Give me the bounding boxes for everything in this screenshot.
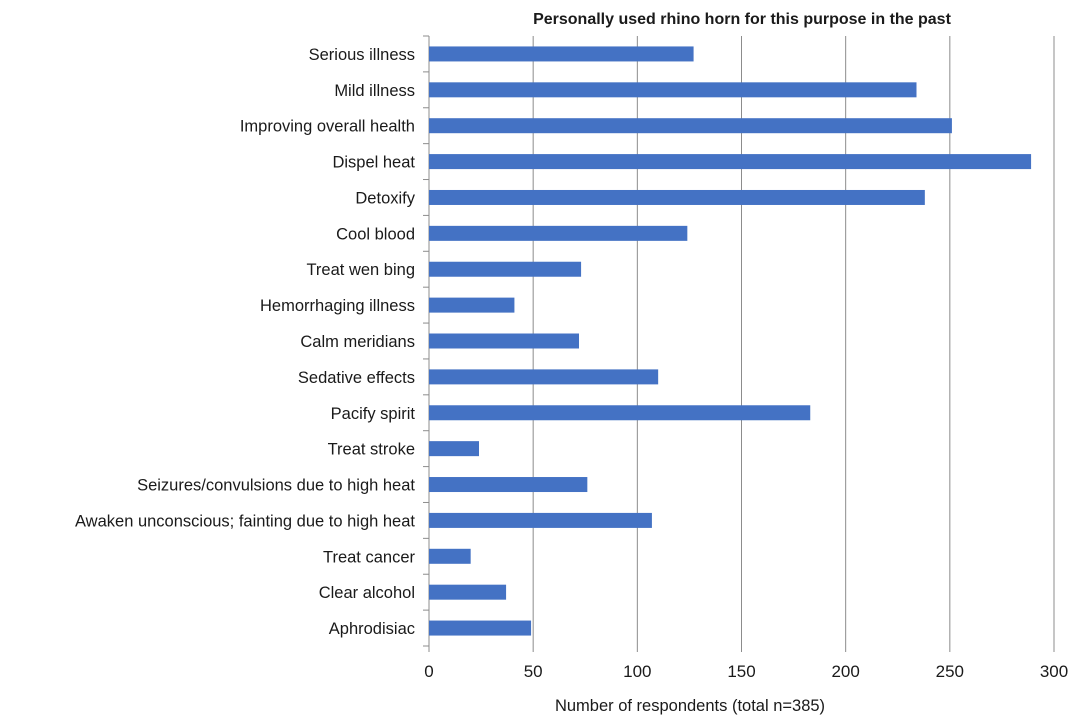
bar-13 [429, 512, 652, 528]
bar-15 [429, 584, 507, 600]
category-label-16: Aphrodisiac [329, 620, 415, 638]
x-tick-label-150: 150 [727, 662, 755, 681]
x-tick-label-200: 200 [831, 662, 859, 681]
category-label-9: Sedative effects [298, 369, 415, 387]
x-tick-label-250: 250 [936, 662, 964, 681]
category-label-0: Serious illness [309, 46, 415, 64]
bar-9 [429, 369, 659, 385]
category-label-7: Hemorrhaging illness [260, 297, 415, 315]
category-label-3: Dispel heat [332, 154, 415, 172]
category-label-11: Treat stroke [328, 441, 415, 459]
category-label-6: Treat wen bing [306, 261, 415, 279]
x-tick-labels: 0 50 100 150 200 250 300 [424, 662, 1068, 681]
category-label-5: Cool blood [336, 225, 415, 243]
bar-1 [429, 82, 917, 98]
x-axis-title: Number of respondents (total n=385) [555, 697, 825, 715]
category-label-14: Treat cancer [323, 548, 416, 566]
bar-3 [429, 154, 1032, 170]
category-label-2: Improving overall health [240, 118, 415, 136]
bar-6 [429, 261, 582, 277]
x-tick-label-300: 300 [1040, 662, 1068, 681]
bar-14 [429, 548, 471, 564]
category-label-4: Detoxify [355, 189, 415, 207]
bar-12 [429, 477, 588, 493]
bar-4 [429, 189, 925, 205]
bar-2 [429, 118, 952, 134]
bars [429, 46, 1032, 636]
category-labels: Serious illness Mild illness Improving ove… [75, 46, 416, 638]
category-label-10: Pacify spirit [331, 405, 416, 423]
chart-title: Personally used rhino horn for this purp… [533, 11, 952, 28]
category-label-13: Awaken unconscious; fainting due to high… [75, 512, 415, 530]
category-label-15: Clear alcohol [319, 584, 415, 602]
bar-11 [429, 441, 479, 457]
bar-10 [429, 405, 811, 421]
gridlines [532, 36, 1055, 646]
bar-8 [429, 333, 579, 349]
x-tick-label-0: 0 [424, 662, 433, 681]
bar-16 [429, 620, 532, 636]
bar-7 [429, 297, 515, 313]
category-label-1: Mild illness [334, 82, 415, 100]
category-label-8: Calm meridians [300, 333, 415, 351]
x-tick-label-100: 100 [623, 662, 651, 681]
x-tick-label-50: 50 [524, 662, 543, 681]
category-label-12: Seizures/convulsions due to high heat [137, 477, 415, 495]
bar-0 [429, 46, 694, 62]
bar-5 [429, 225, 688, 241]
